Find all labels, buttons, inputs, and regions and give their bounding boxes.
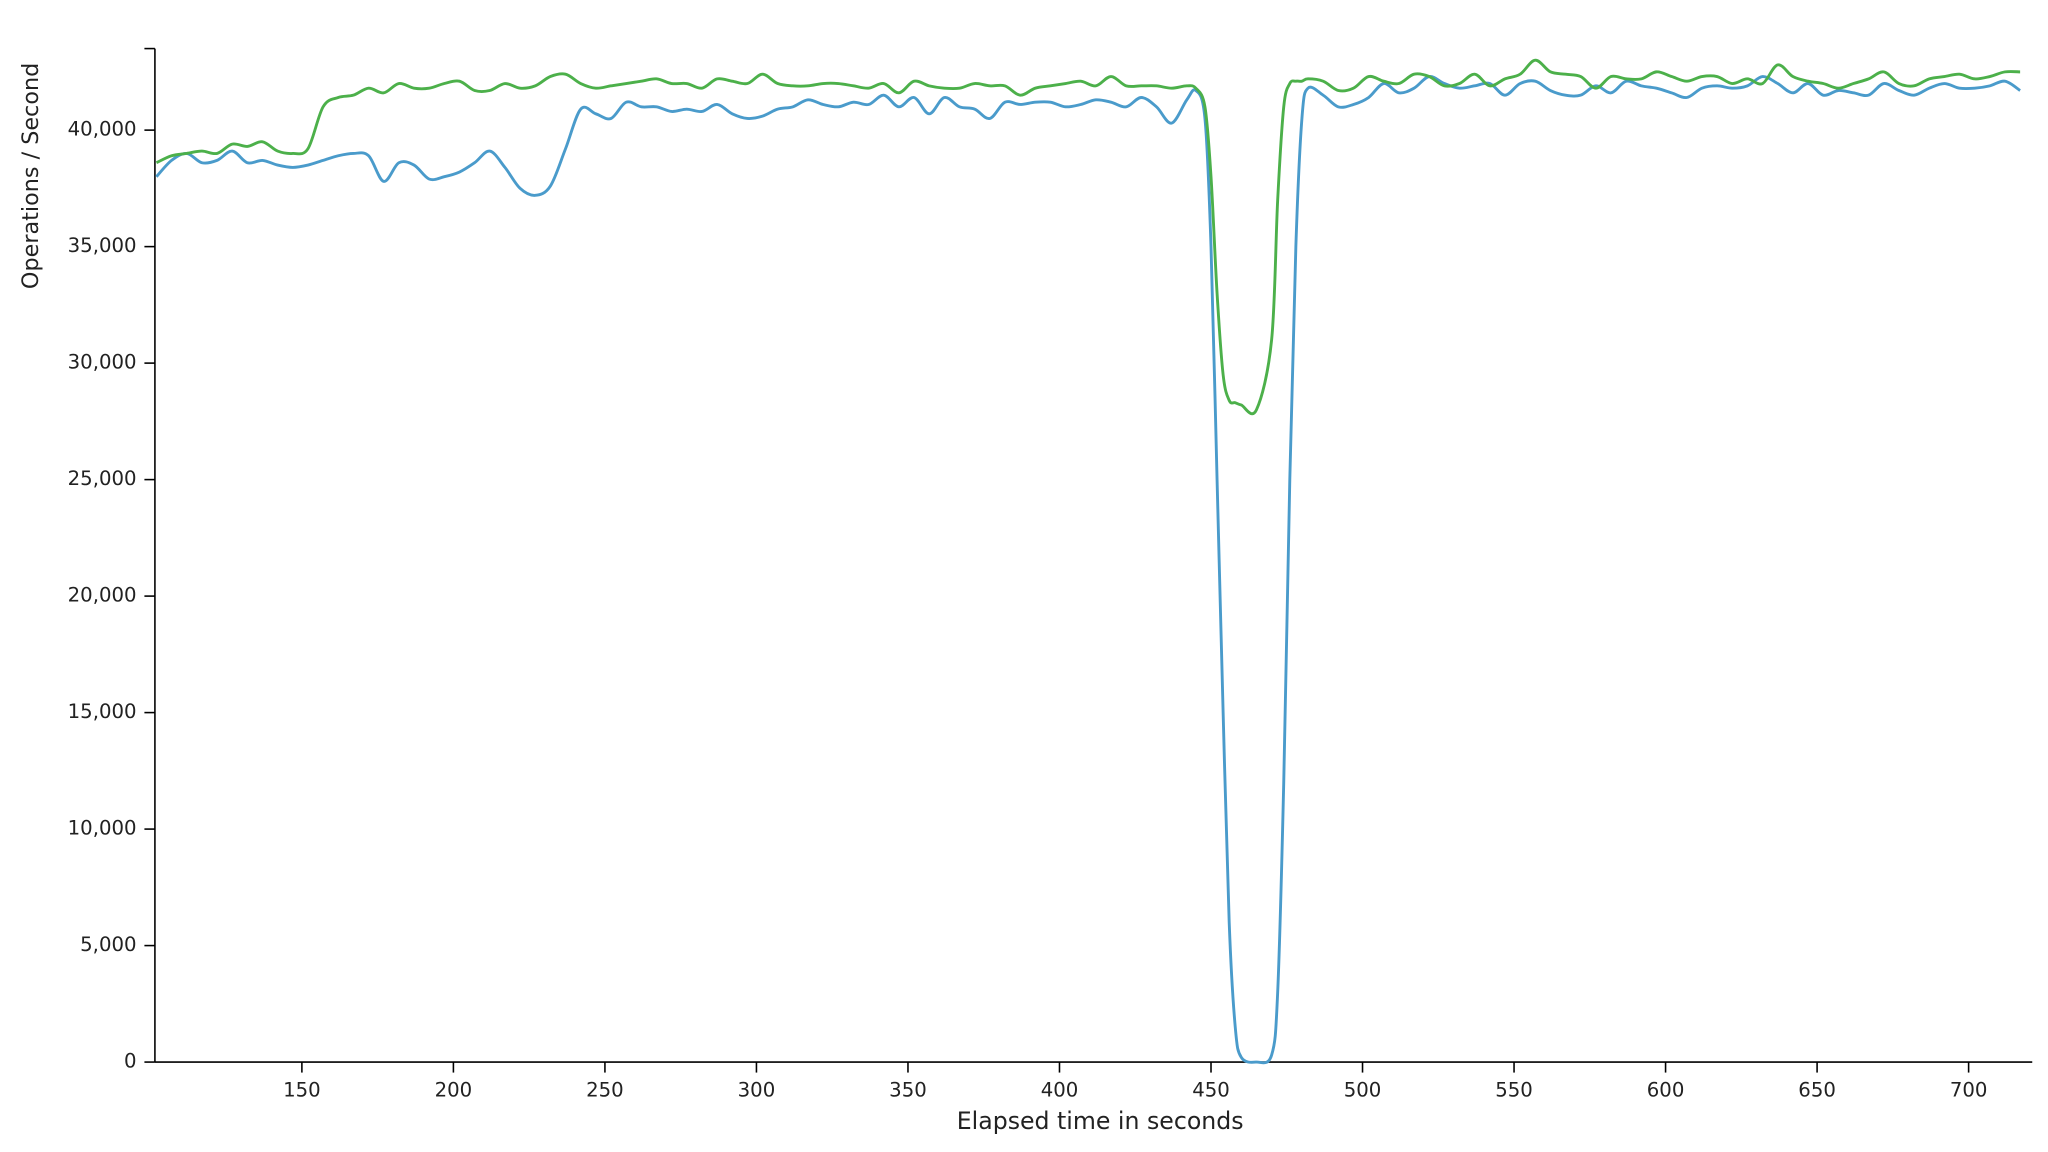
y-tick-label: 20,000 [68, 584, 137, 607]
x-tick-label: 400 [1041, 1078, 1079, 1101]
x-tick-label: 500 [1344, 1078, 1382, 1101]
y-axis-label: Operations / Second [18, 63, 44, 289]
x-tick-label: 150 [283, 1078, 321, 1101]
x-tick-label: 450 [1192, 1078, 1230, 1101]
y-tick-label: 35,000 [68, 234, 137, 257]
y-tick-label: 5,000 [80, 933, 136, 956]
x-tick-label: 550 [1495, 1078, 1533, 1101]
y-tick-label: 0 [124, 1050, 137, 1073]
y-tick-label: 15,000 [68, 700, 137, 723]
series-line [155, 58, 2021, 416]
y-tick-label: 40,000 [68, 118, 137, 141]
x-axis-label: Elapsed time in seconds [957, 1107, 1244, 1135]
x-tick-label: 300 [738, 1078, 776, 1101]
x-tick-label: 600 [1647, 1078, 1685, 1101]
series-line [155, 75, 2021, 1065]
y-tick-label: 25,000 [68, 467, 137, 490]
y-tick-label: 10,000 [68, 817, 137, 840]
x-tick-label: 350 [889, 1078, 927, 1101]
x-tick-label: 650 [1798, 1078, 1836, 1101]
x-tick-label: 250 [586, 1078, 624, 1101]
x-tick-label: 700 [1950, 1078, 1988, 1101]
x-tick-label: 200 [435, 1078, 473, 1101]
y-tick-label: 30,000 [68, 351, 137, 374]
